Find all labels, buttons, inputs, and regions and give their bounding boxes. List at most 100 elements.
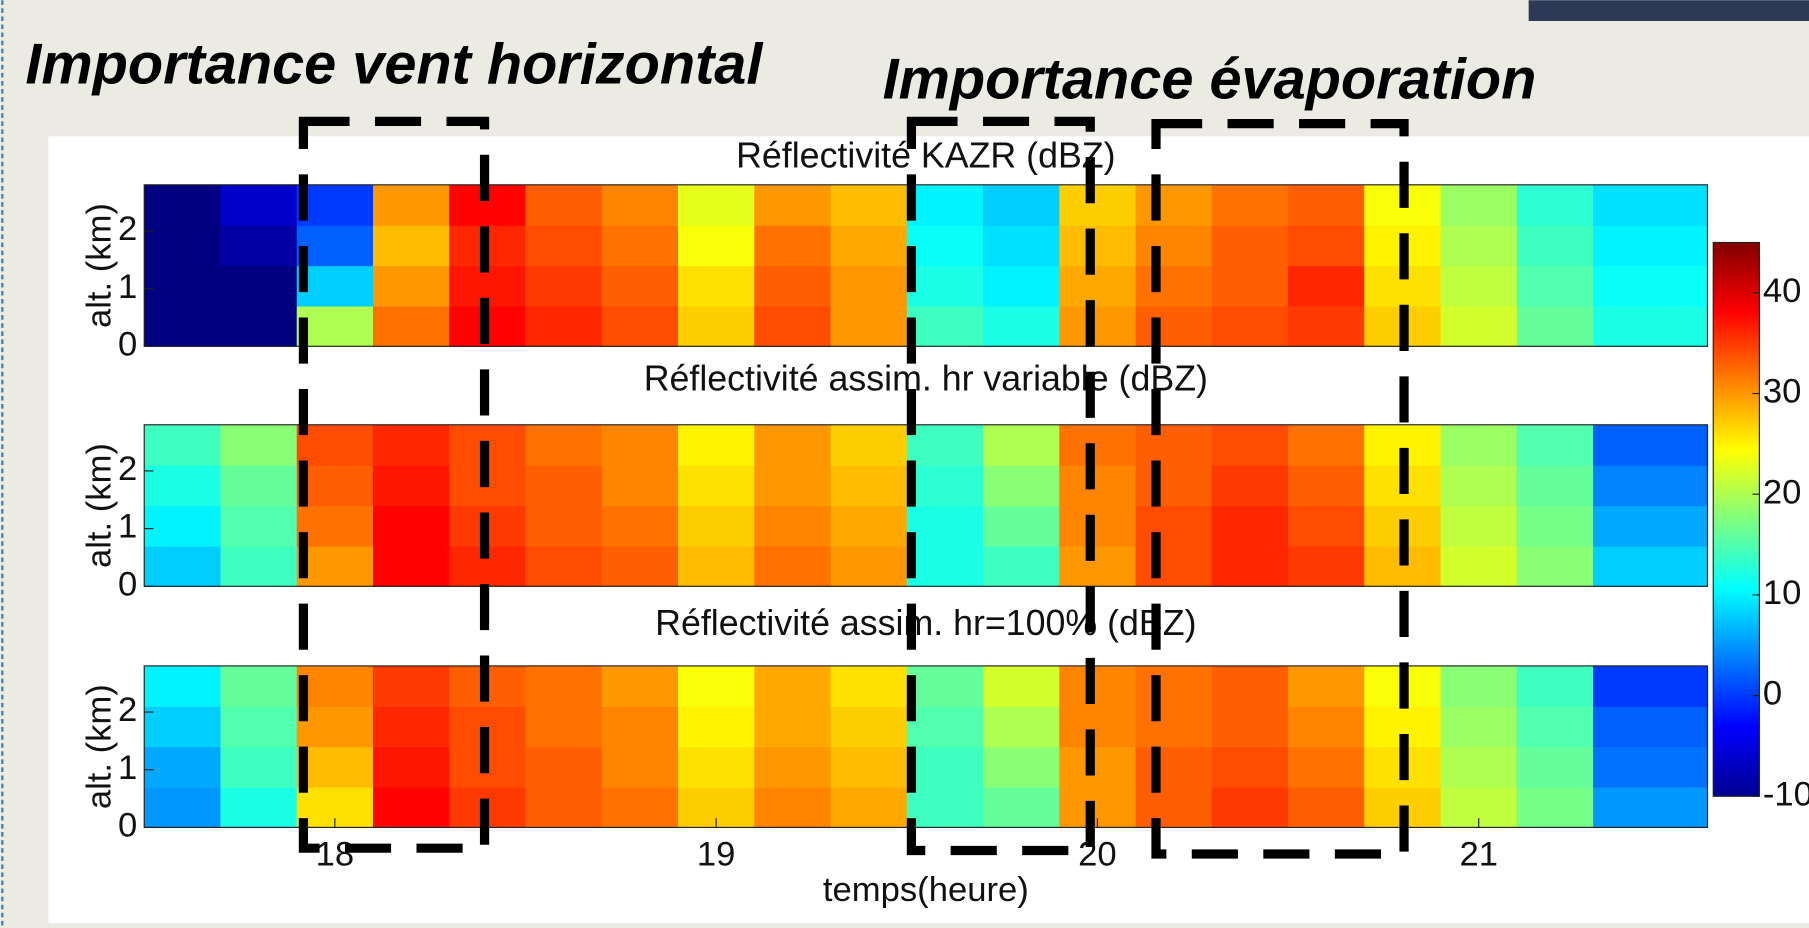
x-tick-label: 21: [1459, 835, 1498, 873]
heatmap-cell: [144, 545, 222, 587]
heatmap-cell: [754, 225, 832, 267]
heatmap-cell: [1288, 545, 1365, 587]
heatmap-cell: [220, 465, 298, 507]
heatmap-cell: [754, 424, 832, 466]
heatmap-cell: [906, 184, 984, 226]
heatmap-cell: [1059, 424, 1137, 466]
heatmap-cell: [1288, 265, 1365, 307]
heatmap-cell: [1593, 184, 1709, 226]
heatmap-cell: [601, 505, 679, 547]
heatmap-cell: [220, 305, 298, 347]
heatmap-cell: [372, 225, 450, 267]
panel-title: Réflectivité assim. hr variable (dBZ): [644, 358, 1208, 398]
heatmap-cell: [983, 184, 1060, 226]
heatmap-cell: [372, 706, 450, 748]
y-tick-label: 0: [118, 325, 137, 363]
heatmap-cell: [1288, 665, 1365, 707]
heatmap-cell: [1440, 305, 1518, 347]
heatmap-cell: [983, 225, 1060, 267]
heatmap-cell: [296, 424, 374, 466]
heatmap-cell: [296, 665, 374, 707]
heatmap-cell: [983, 787, 1060, 828]
heatmap-cell: [296, 706, 374, 748]
heatmap-cell: [296, 184, 374, 226]
heatmap-cell: [1288, 746, 1365, 788]
panel-title: Réflectivité KAZR (dBZ): [736, 136, 1115, 176]
heatmap-cell: [1211, 665, 1289, 707]
heatmap-cell: [1135, 265, 1213, 307]
heatmap-cell: [296, 225, 374, 267]
heatmap-cell: [906, 706, 984, 748]
heatmap-cell: [1288, 706, 1365, 748]
heatmap-cell: [906, 505, 984, 547]
heatmap-cell: [983, 265, 1060, 307]
y-axis-label: alt. (km): [81, 443, 119, 568]
colorbar: [1712, 241, 1760, 797]
heatmap-cell: [372, 424, 450, 466]
heatmap-cell: [1211, 424, 1289, 466]
heatmap-cell: [1593, 505, 1709, 547]
heatmap-cell: [983, 465, 1060, 507]
slide-title: Importance vent horizontal: [25, 32, 764, 96]
heatmap-cell: [1593, 424, 1709, 466]
heatmap-cell: [525, 465, 603, 507]
panel-title: Réflectivité assim. hr=100% (dBZ): [655, 603, 1196, 643]
heatmap-cell: [220, 787, 298, 828]
heatmap-cell: [906, 424, 984, 466]
heatmap-cell: [525, 665, 603, 707]
heatmap-cell: [1211, 465, 1289, 507]
heatmap-cell: [1516, 545, 1594, 587]
heatmap-cell: [372, 746, 450, 788]
x-axis-label: temps(heure): [823, 871, 1029, 909]
heatmap-cell: [754, 545, 832, 587]
heatmap-cell: [906, 665, 984, 707]
heatmap-cell: [1135, 706, 1213, 748]
heatmap-cell: [1135, 545, 1213, 587]
heatmap-cell: [1593, 787, 1709, 828]
heatmap-cell: [830, 706, 908, 748]
heatmap-cell: [830, 424, 908, 466]
y-tick-label: 2: [118, 210, 137, 248]
heatmap-cell: [372, 505, 450, 547]
heatmap-cell: [1059, 665, 1137, 707]
heatmap-cell: [525, 706, 603, 748]
y-tick-label: 0: [118, 565, 137, 603]
slide-title: Importance évaporation: [883, 47, 1537, 111]
heatmap-cell: [1593, 225, 1709, 267]
heatmap-cell: [1440, 706, 1518, 748]
heatmap-cell: [754, 465, 832, 507]
heatmap-cell: [754, 665, 832, 707]
heatmap-cell: [1593, 545, 1709, 587]
heatmap-cell: [1516, 265, 1594, 307]
heatmap-cell: [296, 265, 374, 307]
heatmap-cell: [1440, 225, 1518, 267]
heatmap-cell: [372, 184, 450, 226]
highlight-boxes: [298, 116, 1409, 859]
y-tick-label: 1: [118, 508, 137, 546]
heatmap-cell: [525, 265, 603, 307]
heatmap-cell: [1516, 305, 1594, 347]
x-tick-label: 18: [316, 835, 354, 873]
heatmap-cell: [754, 184, 832, 226]
heatmap-cell: [1593, 746, 1709, 788]
heatmap-cell: [1135, 787, 1213, 828]
heatmap-cell: [601, 305, 679, 347]
heatmap-cell: [1288, 465, 1365, 507]
heatmap-cell: [220, 184, 298, 226]
plot-frame: [143, 424, 1709, 587]
heatmap-cell: [372, 665, 450, 707]
heatmap-cell: [1135, 184, 1213, 226]
heatmap-cell: [1135, 465, 1213, 507]
heatmap-cell: [144, 424, 222, 466]
heatmap-cell: [1211, 545, 1289, 587]
heatmap-cell: [1593, 465, 1709, 507]
heatmap-cell: [144, 225, 222, 267]
heatmap-cell: [754, 746, 832, 788]
heatmap-cell: [1211, 305, 1289, 347]
heatmap-cell: [1516, 225, 1594, 267]
heatmap-cell: [830, 746, 908, 788]
heatmap-cell: [983, 665, 1060, 707]
heatmap-cell: [1211, 184, 1289, 226]
